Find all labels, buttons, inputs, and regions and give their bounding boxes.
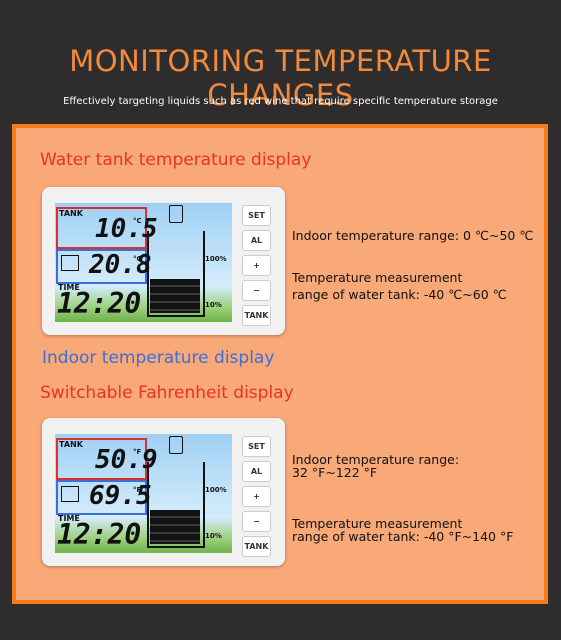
spec-text: Indoor temperature range: 0 ℃~50 ℃ bbox=[292, 228, 534, 243]
device-button: SET bbox=[242, 205, 271, 226]
spec-text: Temperature measurement bbox=[292, 270, 463, 285]
spec-text: range of water tank: -40 °F~140 °F bbox=[292, 529, 514, 544]
spec-text: Indoor temperature range: bbox=[292, 452, 460, 467]
tank-label: TANK bbox=[59, 440, 83, 449]
device-button: + bbox=[242, 255, 271, 276]
water bbox=[150, 510, 200, 544]
device-button: SET bbox=[242, 436, 271, 457]
spec-text: Temperature measurement bbox=[292, 516, 463, 531]
house-icon bbox=[61, 255, 79, 271]
indoor-box bbox=[56, 480, 147, 515]
time-label: TIME bbox=[58, 514, 80, 523]
indoor-unit: °F bbox=[133, 486, 142, 494]
lcd-screen: TANK 50.9 °F 69.5 °F TIME 12:20 100% 10% bbox=[55, 434, 232, 553]
house-icon bbox=[61, 486, 79, 502]
level-high: 100% bbox=[205, 255, 227, 263]
device-button: AL bbox=[242, 461, 271, 482]
device-button: − bbox=[242, 280, 271, 301]
device-button: − bbox=[242, 511, 271, 532]
time: 12:20 bbox=[57, 518, 142, 551]
level-low: 10% bbox=[205, 301, 222, 309]
tank-unit: °F bbox=[133, 448, 142, 456]
subtitle: Effectively targeting liquids such as re… bbox=[63, 96, 498, 107]
sensor-icon bbox=[169, 205, 183, 223]
section-label: Switchable Fahrenheit display bbox=[40, 383, 294, 403]
section-label: Water tank temperature display bbox=[40, 150, 312, 170]
device-button: TANK bbox=[242, 305, 271, 326]
tank-label: TANK bbox=[59, 209, 83, 218]
tank-outline bbox=[147, 231, 205, 317]
spec-text: range of water tank: -40 ℃~60 ℃ bbox=[292, 287, 507, 302]
tank-box bbox=[56, 207, 147, 249]
device-button: AL bbox=[242, 230, 271, 251]
device: TANK 50.9 °F 69.5 °F TIME 12:20 100% 10% SET AL + − T… bbox=[42, 418, 285, 566]
section-label: Indoor temperature display bbox=[42, 348, 275, 368]
title: MONITORING TEMPERATURE CHANGES bbox=[69, 44, 492, 112]
time: 12:20 bbox=[57, 287, 142, 320]
indoor-unit: °C bbox=[133, 255, 142, 263]
level-high: 100% bbox=[205, 486, 227, 494]
sensor-icon bbox=[169, 436, 183, 454]
indoor-temp: 20.8 bbox=[89, 250, 152, 280]
water bbox=[150, 279, 200, 313]
lcd-screen: TANK 10.5 °C 20.8 °C TIME 12:20 100% 10% bbox=[55, 203, 232, 322]
indoor-box bbox=[56, 249, 147, 284]
indoor-temp: 69.5 bbox=[89, 481, 152, 511]
device-button: + bbox=[242, 486, 271, 507]
tank-unit: °C bbox=[133, 217, 142, 225]
device-button: TANK bbox=[242, 536, 271, 557]
tank-outline bbox=[147, 462, 205, 548]
spec-text: 32 °F~122 °F bbox=[292, 465, 378, 480]
device: TANK 10.5 °C 20.8 °C TIME 12:20 100% 10% SET AL + − T… bbox=[42, 187, 285, 335]
time-label: TIME bbox=[58, 283, 80, 292]
tank-box bbox=[56, 438, 147, 480]
level-low: 10% bbox=[205, 532, 222, 540]
